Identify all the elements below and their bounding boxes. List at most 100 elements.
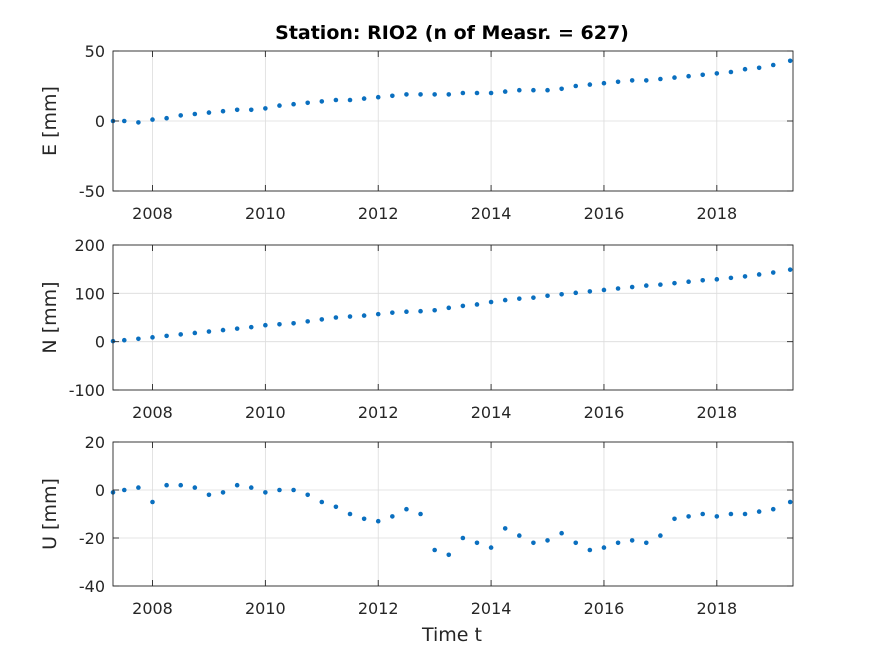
east-data-point: [277, 103, 282, 108]
up-data-point: [164, 482, 169, 488]
up-data-point: [770, 506, 776, 512]
up-data-point: [136, 485, 141, 490]
east-x-tick-label: 2010: [245, 204, 286, 223]
east-x-tick-label: 2012: [358, 204, 399, 223]
north-data-point: [136, 336, 141, 342]
east-data-point: [714, 71, 720, 76]
up-data-point: [742, 511, 748, 517]
north-data-point: [446, 305, 452, 311]
east-data-point: [770, 62, 776, 68]
up-data-point: [587, 547, 593, 553]
east-data-point: [220, 108, 226, 114]
up-data-point: [714, 514, 720, 519]
east-x-tick-label: 2018: [696, 204, 737, 223]
east-data-point: [319, 99, 325, 104]
east-data-point: [333, 97, 339, 103]
up-data-point: [418, 511, 423, 517]
east-data-point: [291, 101, 296, 107]
north-data-point: [121, 337, 127, 343]
up-data-point: [263, 490, 268, 495]
east-data-point: [658, 76, 663, 82]
east-data-point: [248, 107, 254, 113]
east-data-point: [700, 72, 706, 78]
up-data-point: [277, 487, 282, 493]
east-data-point: [488, 90, 494, 96]
north-data-point: [686, 279, 691, 285]
up-axes-frame: [112, 441, 794, 587]
up-data-point: [178, 482, 184, 488]
up-data-point: [432, 547, 437, 553]
north-data-point: [587, 289, 593, 294]
panel-up: 2008 2010 2012 2014 2016 2018 -40 -20 0 20 U [mm]: [39, 433, 794, 618]
east-data-point: [742, 66, 748, 72]
north-data-point: [432, 307, 437, 313]
north-data-point: [517, 296, 522, 301]
up-data-point: [658, 533, 663, 538]
east-x-tick-label: 2008: [132, 204, 173, 223]
east-data-point: [474, 90, 480, 96]
east-data-point: [404, 92, 409, 97]
north-data-point: [756, 272, 762, 277]
north-data-point: [418, 308, 423, 314]
up-data-point: [672, 516, 677, 522]
east-data-point: [375, 94, 381, 100]
east-data-point: [531, 87, 536, 93]
up-y-tick-label: -20: [79, 529, 105, 548]
east-data-point: [629, 78, 635, 83]
north-series: [110, 267, 793, 344]
north-data-point: [672, 280, 677, 286]
north-data-point: [728, 275, 734, 281]
north-data-point: [333, 315, 339, 320]
figure-title: Station: RIO2 (n of Measr. = 627): [275, 22, 629, 44]
up-data-point: [319, 499, 325, 505]
up-x-tick-label: 2008: [132, 599, 173, 618]
up-data-point: [150, 499, 155, 505]
up-y-tick-label: -40: [79, 577, 105, 596]
east-data-point: [121, 118, 127, 124]
north-plot-area: [113, 245, 793, 390]
north-y-axis-label: N [mm]: [39, 281, 61, 353]
east-data-point: [686, 73, 691, 79]
north-y-tick-label: 100: [74, 284, 105, 303]
east-data-point: [643, 78, 649, 83]
east-data-point: [517, 87, 522, 93]
up-data-point: [220, 490, 226, 495]
up-data-point: [686, 514, 691, 519]
up-data-point: [629, 538, 635, 543]
north-axes-frame: [112, 244, 794, 391]
east-data-point: [756, 65, 762, 71]
east-data-point: [234, 107, 240, 113]
up-x-tick-label: 2012: [358, 599, 399, 618]
up-data-point: [404, 506, 409, 512]
east-data-point: [305, 100, 310, 106]
x-axis-label: Time t: [421, 624, 482, 646]
north-data-point: [658, 282, 663, 287]
north-y-tick-label: -100: [69, 381, 105, 400]
east-data-point: [390, 93, 395, 99]
up-data-point: [206, 492, 212, 498]
north-data-point: [643, 283, 649, 288]
north-data-point: [531, 295, 536, 300]
up-data-point: [446, 552, 452, 558]
north-data-point: [277, 321, 282, 327]
north-x-tick-label: 2016: [584, 403, 625, 422]
east-y-tick-label: -50: [79, 182, 105, 201]
up-data-point: [573, 540, 579, 546]
up-data-point: [121, 487, 127, 493]
east-y-axis-label: E [mm]: [39, 86, 61, 156]
east-data-point: [601, 80, 607, 86]
north-data-point: [220, 327, 226, 333]
north-data-point: [615, 286, 621, 291]
panel-north: 2008 2010 2012 2014 2016 2018 -100 0 100 200 N [mm…: [39, 236, 794, 422]
east-data-point: [502, 89, 508, 94]
east-data-point: [164, 115, 169, 121]
panel-east: 2008 2010 2012 2014 2016 2018 -50 0 50 E [mm]: [39, 42, 794, 223]
up-data-point: [559, 530, 564, 536]
east-data-point: [573, 83, 579, 89]
east-data-point: [432, 92, 437, 97]
north-x-tick-label: 2008: [132, 403, 173, 422]
up-y-tick-label: 20: [85, 433, 105, 452]
east-data-point: [615, 79, 621, 85]
north-y-tick-label: 200: [74, 236, 105, 255]
up-data-point: [517, 533, 522, 538]
